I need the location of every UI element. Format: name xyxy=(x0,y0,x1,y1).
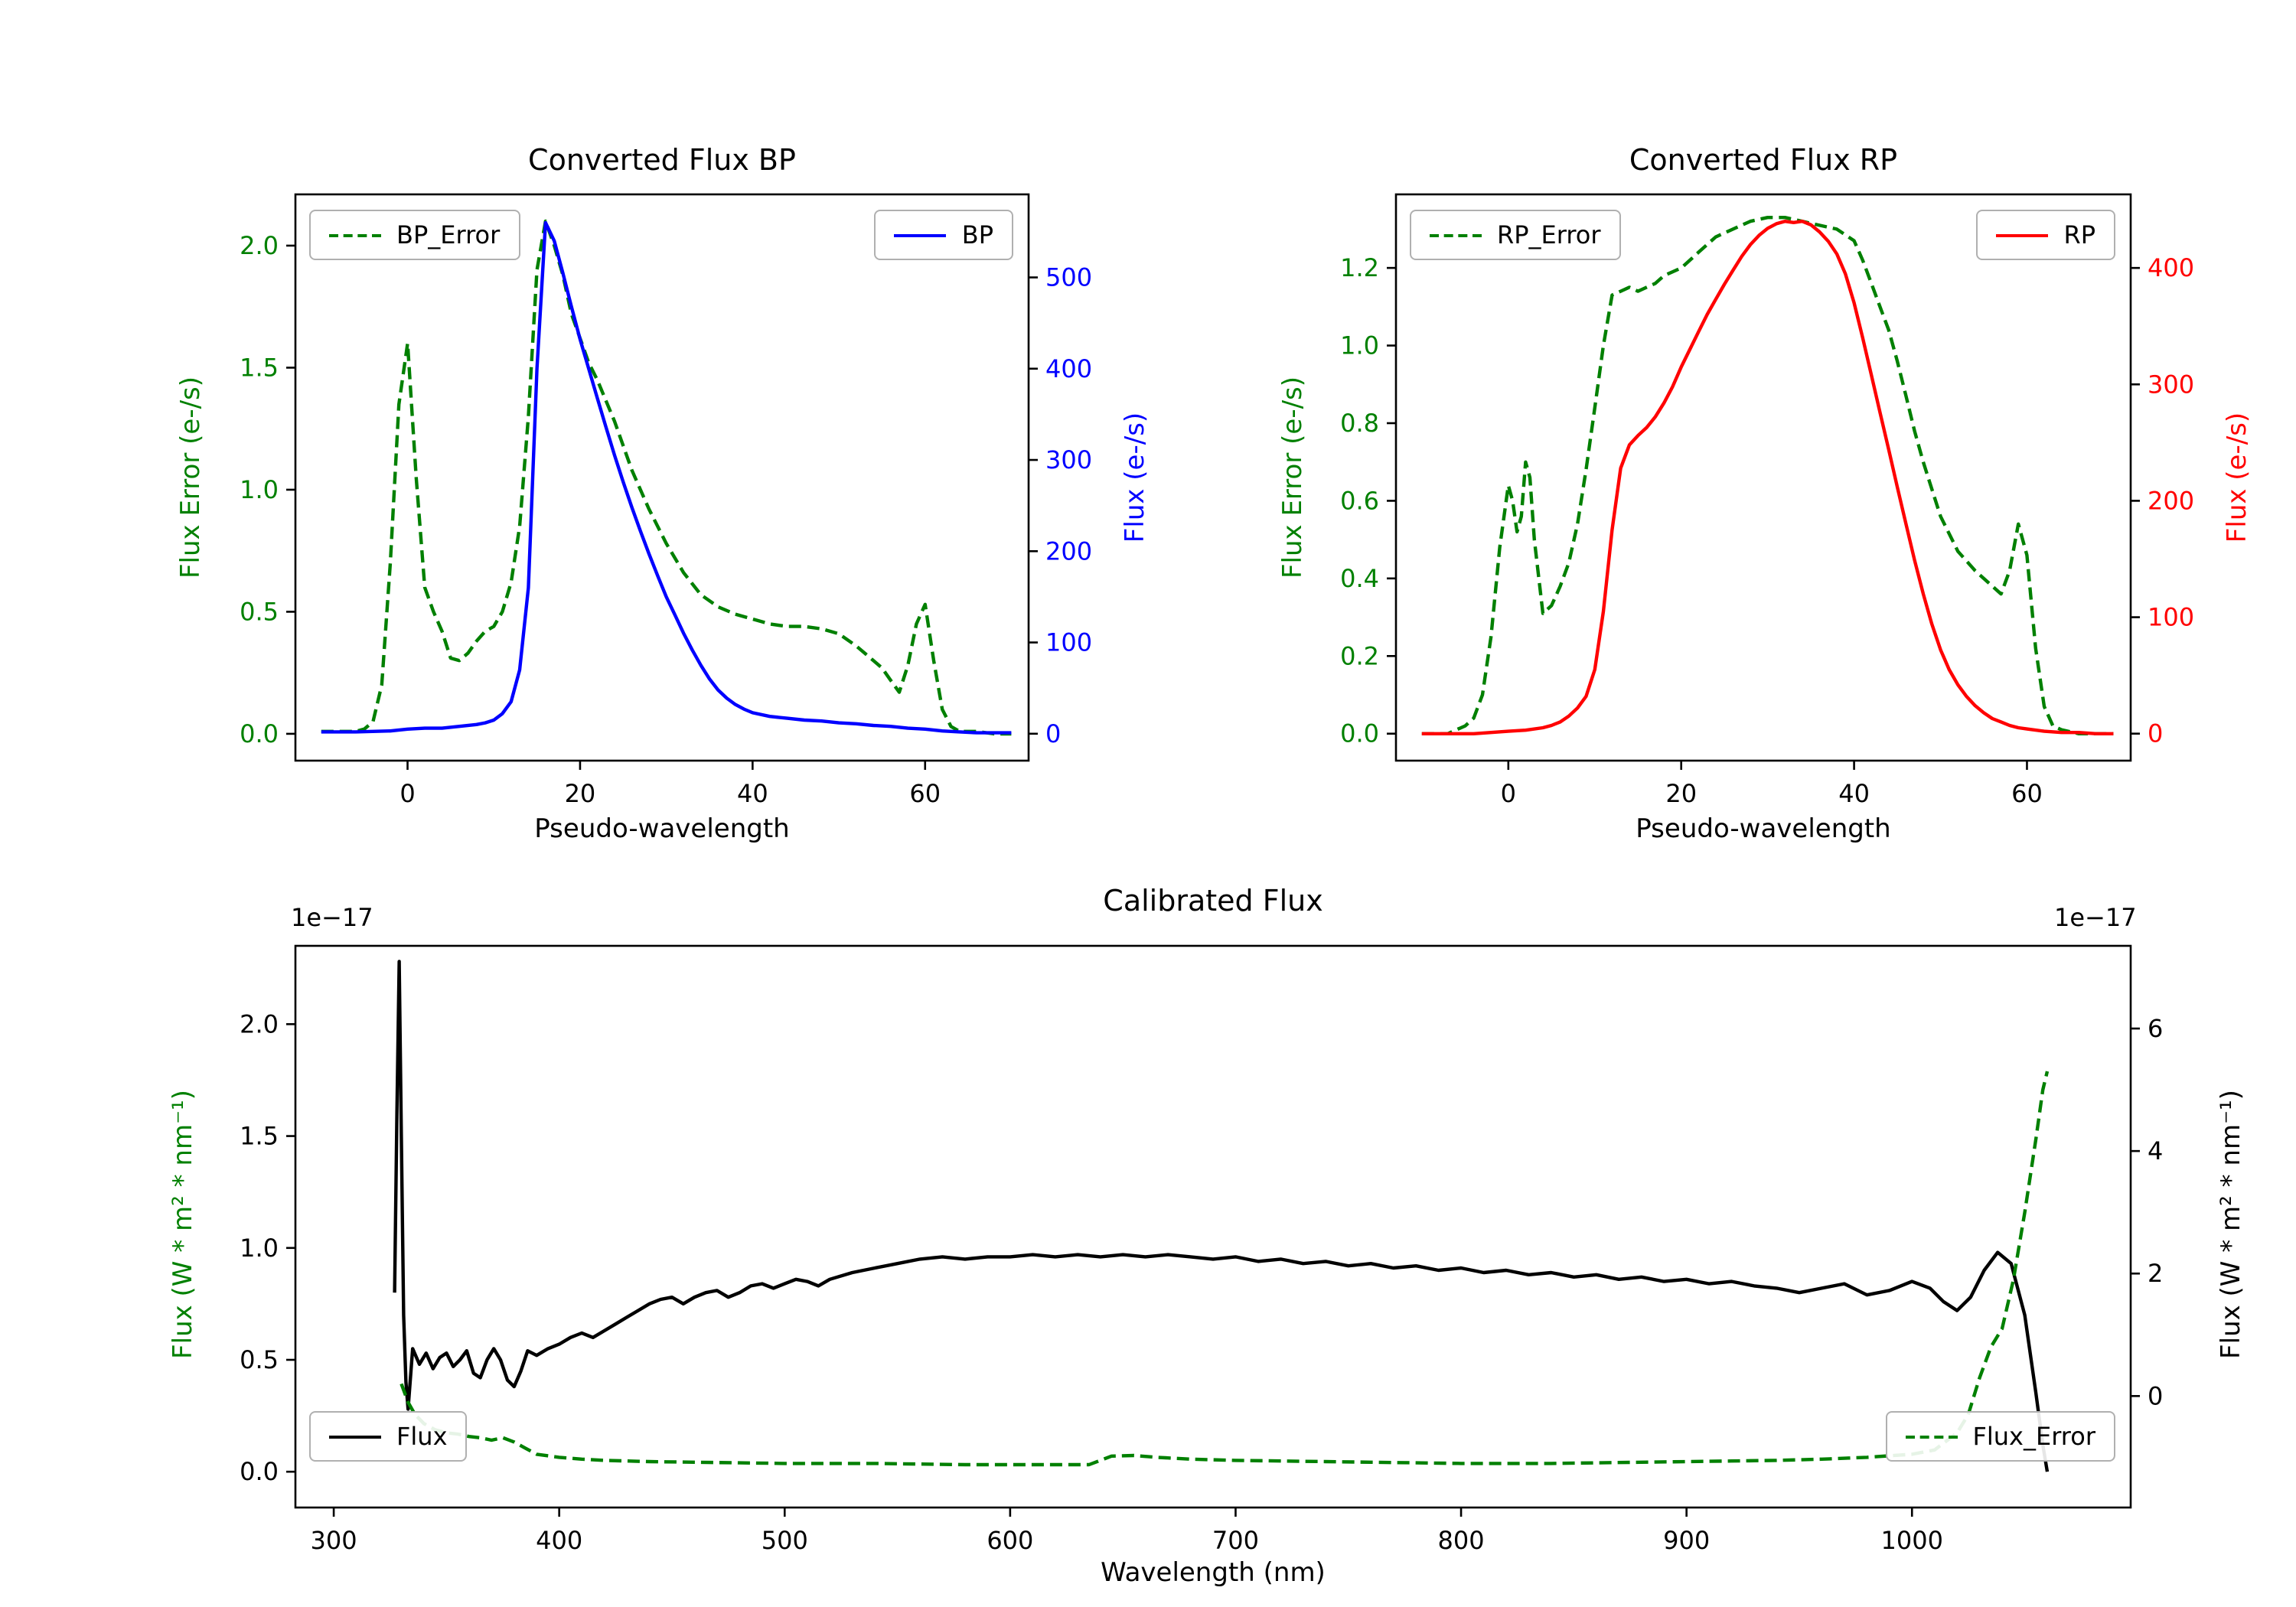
svg-text:100: 100 xyxy=(2148,603,2194,632)
svg-text:300: 300 xyxy=(311,1526,357,1555)
svg-text:1000: 1000 xyxy=(1881,1526,1943,1555)
legend-flux: Flux xyxy=(309,1411,468,1462)
ylabel-calibrated-left: Flux (W * m² * nm⁻¹) xyxy=(168,1090,199,1359)
plot-title-bp: Converted Flux BP xyxy=(528,144,796,178)
svg-text:900: 900 xyxy=(1663,1526,1710,1555)
ylabel-bp-error: Flux Error (e-/s) xyxy=(176,376,207,579)
svg-text:0: 0 xyxy=(2148,1381,2163,1410)
svg-text:200: 200 xyxy=(2148,486,2194,515)
plot-title-calibrated: Calibrated Flux xyxy=(1103,885,1323,918)
svg-text:20: 20 xyxy=(565,779,596,808)
svg-text:60: 60 xyxy=(2011,779,2043,808)
legend-label: BP xyxy=(961,220,993,249)
svg-text:200: 200 xyxy=(1045,536,1092,566)
svg-text:1.0: 1.0 xyxy=(240,1234,279,1263)
svg-text:4: 4 xyxy=(2148,1136,2163,1165)
svg-text:1.5: 1.5 xyxy=(240,1122,279,1151)
ylabel-rp-flux: Flux (e-/s) xyxy=(2223,412,2253,543)
svg-text:40: 40 xyxy=(737,779,768,808)
legend-line-sample xyxy=(329,1435,381,1438)
ylabel-rp-error: Flux Error (e-/s) xyxy=(1278,376,1309,579)
ylabel-calibrated-right: Flux (W * m² * nm⁻¹) xyxy=(2216,1090,2247,1359)
legend-line-sample xyxy=(1996,233,2049,236)
svg-text:400: 400 xyxy=(536,1526,582,1555)
svg-text:60: 60 xyxy=(909,779,941,808)
svg-text:1.2: 1.2 xyxy=(1340,253,1379,282)
legend-label: Flux_Error xyxy=(1972,1422,2095,1451)
ylabel-bp-flux: Flux (e-/s) xyxy=(1120,412,1151,543)
legend-label: RP xyxy=(2063,220,2095,249)
svg-text:1.0: 1.0 xyxy=(1340,331,1379,360)
svg-text:2: 2 xyxy=(2148,1259,2163,1288)
legend-bp-error: BP_Error xyxy=(309,210,520,260)
svg-text:0.0: 0.0 xyxy=(240,719,279,748)
legend-bp: BP xyxy=(874,210,1013,260)
svg-text:0.5: 0.5 xyxy=(240,1345,279,1374)
svg-text:700: 700 xyxy=(1212,1526,1259,1555)
svg-text:0: 0 xyxy=(1501,779,1516,808)
plot-title-rp: Converted Flux RP xyxy=(1629,144,1898,178)
legend-rp: RP xyxy=(1976,210,2115,260)
offset-text-left: 1e−17 xyxy=(291,903,373,932)
svg-text:100: 100 xyxy=(1045,628,1092,657)
svg-text:0: 0 xyxy=(400,779,415,808)
legend-rp-error: RP_Error xyxy=(1410,210,1621,260)
xlabel-calibrated: Wavelength (nm) xyxy=(1101,1558,1326,1589)
svg-text:0.0: 0.0 xyxy=(240,1457,279,1486)
svg-text:0.8: 0.8 xyxy=(1340,409,1379,438)
svg-text:0.0: 0.0 xyxy=(1340,719,1379,748)
legend-label: BP_Error xyxy=(396,220,501,249)
svg-text:400: 400 xyxy=(1045,354,1092,383)
svg-text:300: 300 xyxy=(1045,445,1092,474)
xlabel-bp: Pseudo-wavelength xyxy=(534,814,790,845)
svg-text:0.2: 0.2 xyxy=(1340,641,1379,670)
svg-text:0.5: 0.5 xyxy=(240,597,279,626)
svg-text:6: 6 xyxy=(2148,1014,2163,1043)
svg-text:1.5: 1.5 xyxy=(240,353,279,382)
svg-text:500: 500 xyxy=(1045,263,1092,292)
svg-text:800: 800 xyxy=(1438,1526,1485,1555)
svg-text:500: 500 xyxy=(762,1526,808,1555)
svg-text:2.0: 2.0 xyxy=(240,231,279,260)
legend-line-sample xyxy=(1430,233,1482,236)
legend-line-sample xyxy=(894,233,947,236)
svg-text:0.4: 0.4 xyxy=(1340,564,1379,593)
svg-text:2.0: 2.0 xyxy=(240,1009,279,1038)
legend-label: Flux xyxy=(396,1422,448,1451)
svg-text:0: 0 xyxy=(2148,719,2163,748)
svg-text:300: 300 xyxy=(2148,370,2194,399)
svg-text:20: 20 xyxy=(1665,779,1697,808)
xlabel-rp: Pseudo-wavelength xyxy=(1636,814,1891,845)
svg-text:40: 40 xyxy=(1838,779,1870,808)
legend-flux-error: Flux_Error xyxy=(1885,1411,2115,1462)
svg-text:0: 0 xyxy=(1045,719,1061,748)
offset-text-right: 1e−17 xyxy=(2054,903,2137,932)
svg-text:0.6: 0.6 xyxy=(1340,486,1379,515)
svg-text:1.0: 1.0 xyxy=(240,475,279,504)
legend-line-sample xyxy=(329,233,381,236)
svg-text:600: 600 xyxy=(987,1526,1033,1555)
legend-line-sample xyxy=(1905,1435,1958,1438)
svg-text:400: 400 xyxy=(2148,253,2194,282)
legend-label: RP_Error xyxy=(1497,220,1601,249)
